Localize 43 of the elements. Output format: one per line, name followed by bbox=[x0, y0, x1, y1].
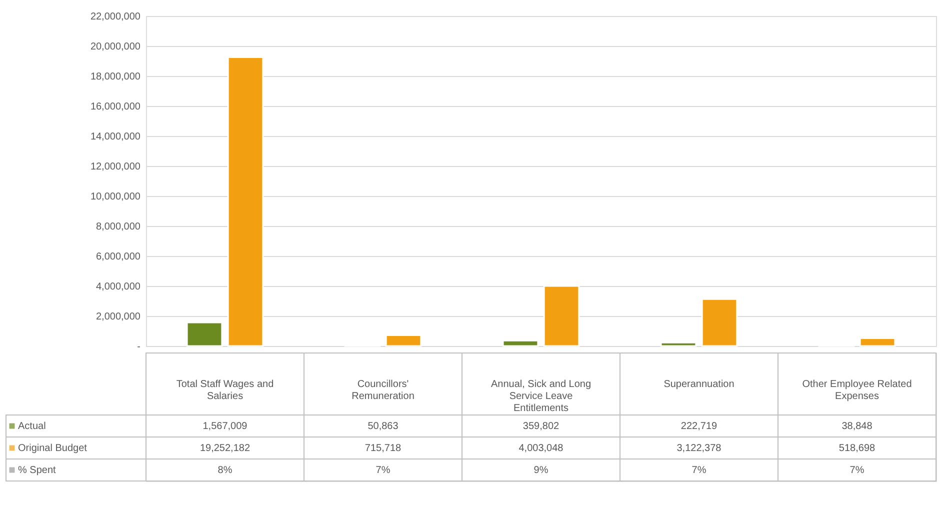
y-tick-label: 10,000,000 bbox=[90, 192, 141, 202]
y-tick-label: 18,000,000 bbox=[90, 72, 141, 82]
x-tick-label: Other Employee Related Expenses bbox=[802, 379, 912, 402]
y-tick-label: 16,000,000 bbox=[90, 102, 141, 112]
x-tick-label: Councillors' Remuneration bbox=[352, 379, 414, 402]
legend-label: % Spent bbox=[18, 465, 56, 476]
data-label: 359,802 bbox=[522, 421, 560, 432]
y-tick-label: 4,000,000 bbox=[96, 282, 141, 292]
y-tick-label: 8,000,000 bbox=[96, 222, 141, 232]
data-label: 222,719 bbox=[680, 421, 718, 432]
bar bbox=[186, 322, 223, 347]
legend-label: Actual bbox=[18, 421, 46, 432]
bar bbox=[502, 340, 539, 347]
data-label: 518,698 bbox=[838, 443, 876, 454]
x-tick-label: Superannuation bbox=[664, 379, 734, 390]
text: 7% bbox=[692, 465, 706, 476]
data-label: 3,122,378 bbox=[676, 443, 722, 454]
y-tick-label: 6,000,000 bbox=[96, 252, 141, 262]
x-tick-label: Total Staff Wages and Salaries bbox=[176, 379, 274, 402]
legend-label: Original Budget bbox=[18, 443, 88, 454]
text: 8% bbox=[218, 465, 232, 476]
data-label: 19,252,182 bbox=[200, 443, 250, 454]
data-label: 715,718 bbox=[364, 443, 402, 454]
y-tick-label: 20,000,000 bbox=[90, 42, 141, 52]
data-label: 38,848 bbox=[842, 421, 873, 432]
y-tick-label: 2,000,000 bbox=[96, 312, 141, 322]
data-label: 50,863 bbox=[368, 421, 399, 432]
text: 7% bbox=[850, 465, 864, 476]
y-tick-label: 12,000,000 bbox=[90, 162, 141, 172]
y-tick-label: - bbox=[137, 342, 140, 352]
data-label: 1,567,009 bbox=[202, 421, 248, 432]
y-tick-label: 14,000,000 bbox=[90, 132, 141, 142]
x-tick-label: Annual, Sick and Long Service Leave Entitlements bbox=[490, 379, 592, 414]
data-label: 4,003,048 bbox=[518, 443, 564, 454]
y-tick-label: 22,000,000 bbox=[90, 12, 141, 22]
bar bbox=[227, 56, 264, 347]
bar bbox=[385, 334, 422, 347]
bar bbox=[660, 342, 697, 347]
bar bbox=[859, 337, 896, 347]
text: 9% bbox=[534, 465, 548, 476]
text: 7% bbox=[376, 465, 390, 476]
bar bbox=[543, 285, 580, 347]
bar bbox=[701, 298, 738, 347]
